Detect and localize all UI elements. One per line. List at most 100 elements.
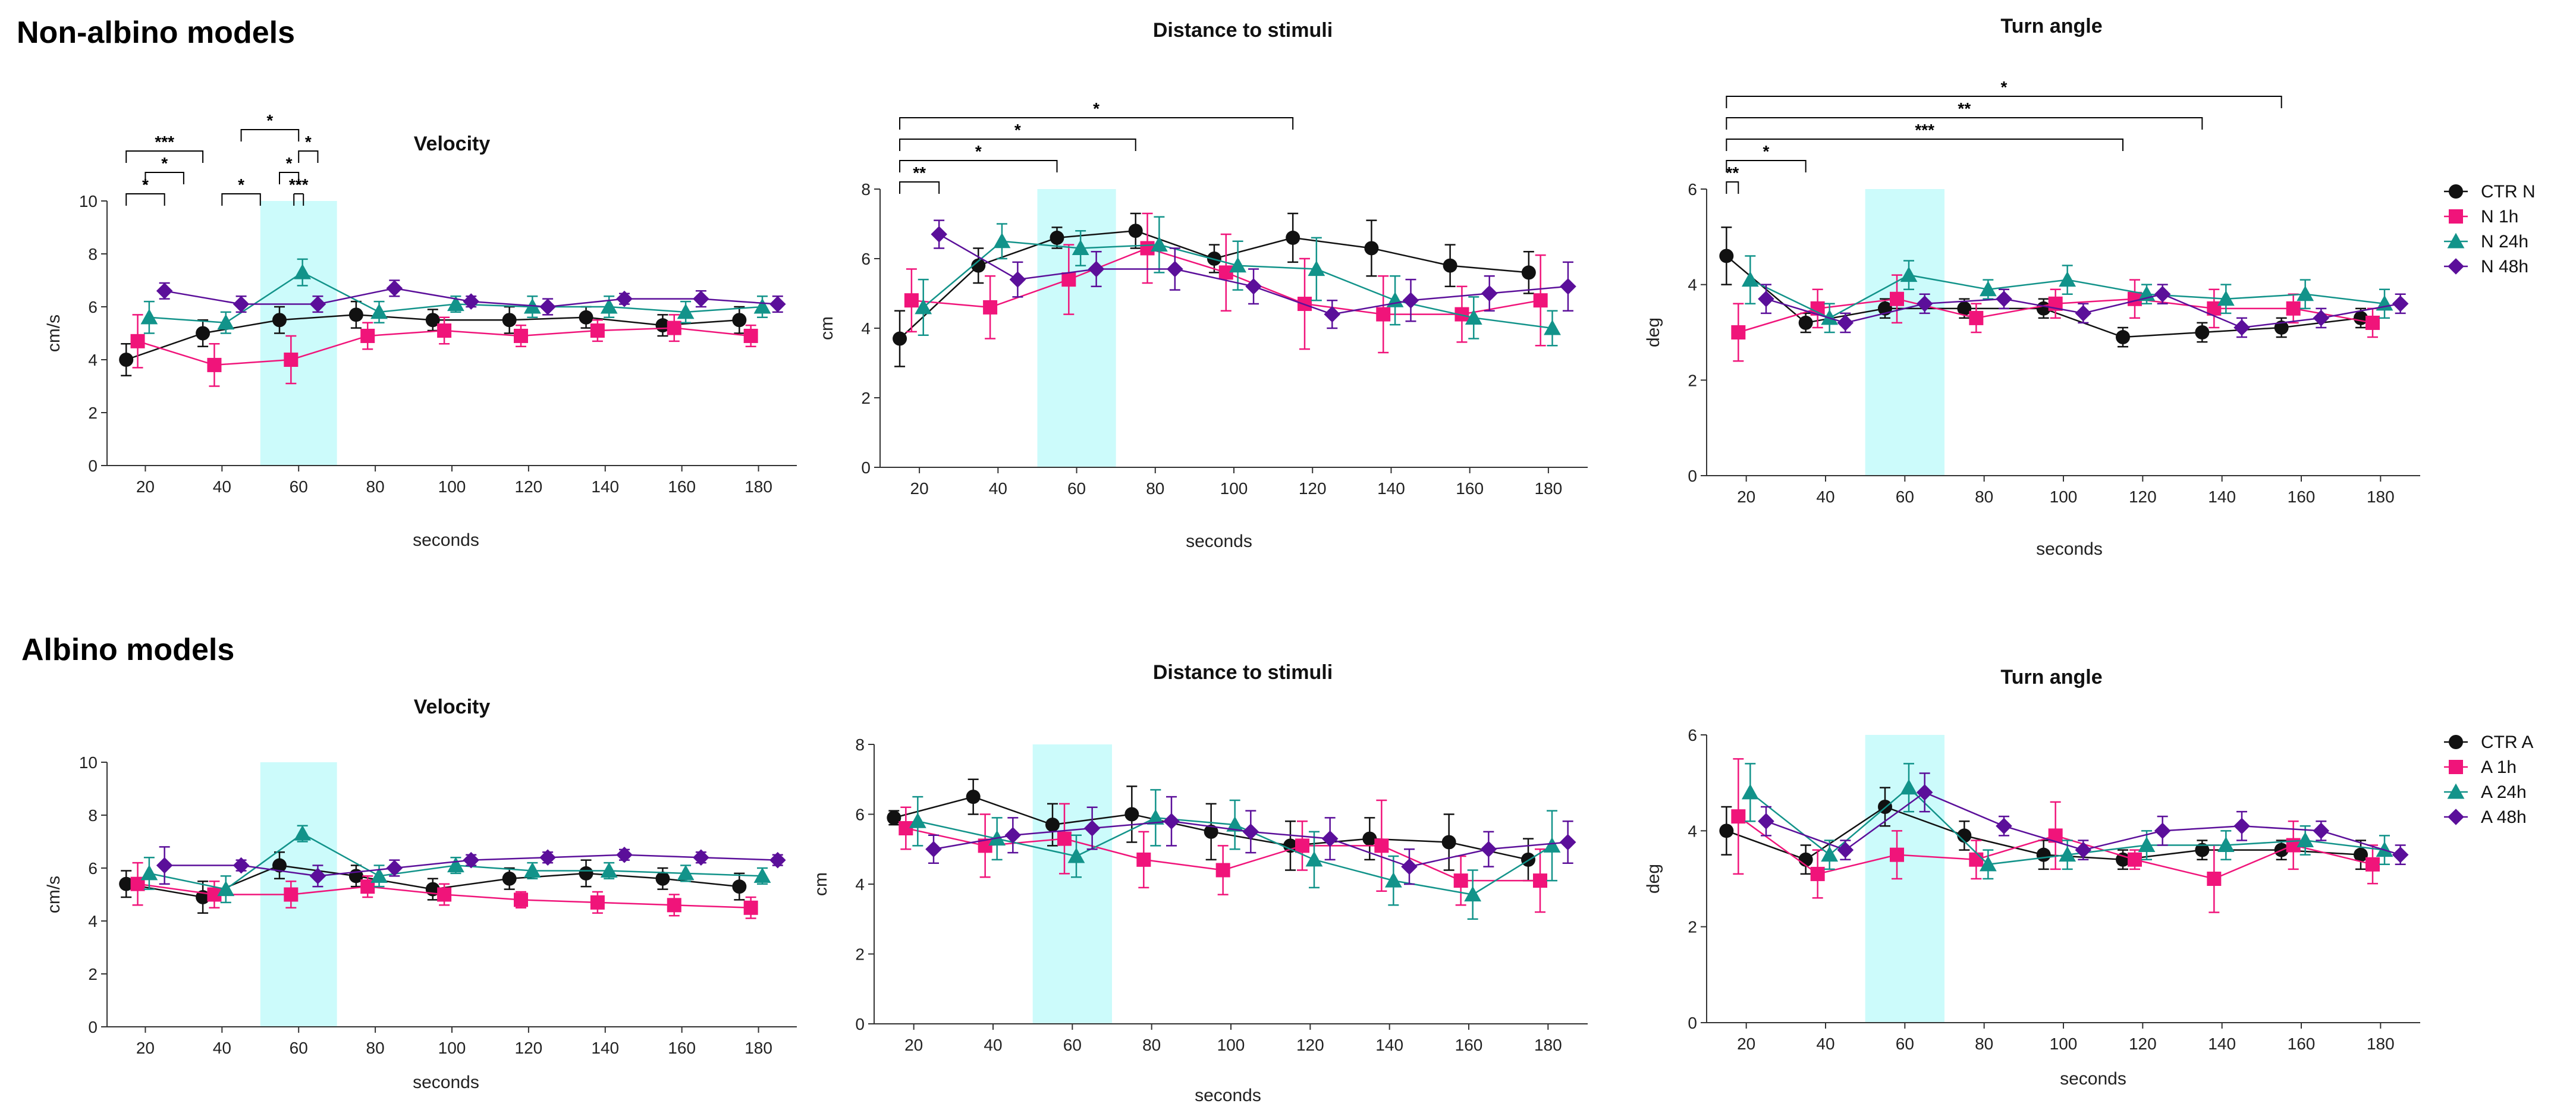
data-point	[1286, 230, 1300, 245]
x-tick-label: 20	[1737, 488, 1755, 506]
data-point	[1480, 841, 1497, 858]
series-a-1h	[899, 799, 1547, 913]
x-tick-label: 140	[591, 1039, 619, 1057]
data-point	[1374, 838, 1389, 853]
data-point	[539, 849, 556, 866]
chart-albino-velocity: 0 2 4 6 8 10 20 40 60 80 100 120 140 160 180 cm/s second…	[44, 696, 797, 1092]
data-point	[233, 295, 250, 313]
series-ctr-n	[1719, 227, 2368, 348]
x-tick-label: 100	[1217, 1036, 1245, 1054]
legend-entry: CTR A	[2444, 733, 2533, 752]
x-tick-label: 40	[213, 1039, 231, 1057]
x-tick-label: 140	[591, 477, 619, 496]
x-axis-label: seconds	[1186, 532, 1252, 551]
legend-marker	[2449, 209, 2463, 224]
x-tick-label: 80	[1975, 488, 1993, 506]
significance-bracket: *	[899, 121, 1136, 151]
data-point	[2313, 310, 2330, 326]
significance-label: ***	[1915, 121, 1934, 139]
data-point	[600, 298, 618, 314]
data-point	[284, 353, 299, 367]
significance-bracket: *	[1726, 78, 2282, 108]
data-point	[2154, 285, 2171, 303]
x-tick-label: 160	[2288, 1035, 2316, 1053]
x-tick-label: 180	[1535, 479, 1563, 498]
legend-entry: N 24h	[2444, 232, 2528, 252]
series-a-1h	[1731, 758, 2380, 913]
data-point	[1559, 834, 1576, 851]
data-point	[1543, 837, 1561, 853]
x-tick-label: 140	[2208, 1035, 2236, 1053]
data-point	[1283, 838, 1298, 853]
y-tick-label: 6	[861, 250, 871, 268]
chart-title: Velocity	[414, 696, 491, 718]
data-point	[1465, 309, 1482, 325]
x-tick-label: 160	[1455, 1036, 1483, 1054]
data-point	[1308, 260, 1325, 276]
data-point	[502, 871, 517, 886]
y-tick-label: 6	[88, 859, 98, 878]
data-point	[2207, 872, 2222, 886]
y-tick-label: 0	[1688, 467, 1697, 485]
data-point	[925, 841, 942, 858]
y-axis-label: cm/s	[44, 315, 64, 352]
data-point	[1167, 260, 1183, 278]
data-point	[1719, 249, 1734, 263]
significance-bracket: *	[240, 111, 300, 142]
x-tick-label: 20	[136, 1039, 155, 1057]
y-tick-label: 2	[88, 404, 98, 422]
data-point	[1821, 846, 1839, 862]
significance-bracket: *	[899, 142, 1058, 172]
data-point	[2217, 290, 2235, 306]
significance-bracket: ***	[1726, 121, 2123, 151]
data-point	[447, 857, 464, 873]
data-point	[1837, 841, 1854, 859]
y-tick-label: 2	[855, 945, 865, 964]
x-tick-label: 180	[2367, 1035, 2395, 1053]
x-tick-label: 140	[1377, 479, 1405, 498]
bracket-line	[1726, 160, 1807, 172]
x-tick-label: 80	[1142, 1036, 1161, 1054]
data-point	[677, 303, 695, 319]
series-a-48h	[925, 796, 1576, 885]
legend-marker	[2449, 760, 2463, 774]
data-point	[590, 895, 605, 910]
legend-entry: N 48h	[2444, 257, 2528, 276]
series-n-48h	[156, 279, 786, 316]
x-tick-label: 120	[1296, 1036, 1324, 1054]
data-point	[1402, 292, 1419, 309]
data-point	[1136, 852, 1151, 867]
series-a-1h	[130, 862, 758, 919]
data-point	[1810, 866, 1825, 881]
legend-marker	[2449, 735, 2463, 749]
data-point	[1890, 847, 1904, 862]
data-point	[667, 320, 681, 335]
legend-marker	[2448, 809, 2464, 825]
data-point	[693, 290, 709, 307]
series-n-1h	[904, 212, 1548, 354]
y-tick-label: 8	[88, 806, 98, 825]
x-tick-label: 40	[1816, 1035, 1834, 1053]
data-point	[1969, 852, 1984, 867]
x-tick-label: 60	[290, 1039, 308, 1057]
significance-label: ***	[155, 133, 174, 151]
series-ctr-n	[893, 212, 1536, 367]
y-tick-label: 4	[1688, 822, 1697, 840]
bracket-line	[1726, 117, 2203, 130]
y-tick-label: 0	[88, 1018, 98, 1036]
series-n-1h	[130, 314, 758, 387]
data-point	[1245, 278, 1262, 295]
data-point	[1128, 224, 1143, 238]
bracket-line	[279, 172, 300, 184]
data-point	[140, 864, 158, 881]
section-title-non-albino: Non-albino models	[17, 15, 295, 50]
significance-bracket: *	[221, 175, 261, 206]
data-point	[1758, 290, 1774, 307]
data-point	[2128, 852, 2142, 867]
data-point	[1441, 835, 1456, 850]
data-point	[463, 851, 480, 869]
x-tick-label: 20	[910, 479, 929, 498]
chart-non-albino-velocity: 0 2 4 6 8 10 20 40 60 80 100 120 140 160 180 cm/s second…	[44, 111, 797, 550]
data-point	[893, 331, 907, 346]
data-point	[655, 871, 670, 886]
